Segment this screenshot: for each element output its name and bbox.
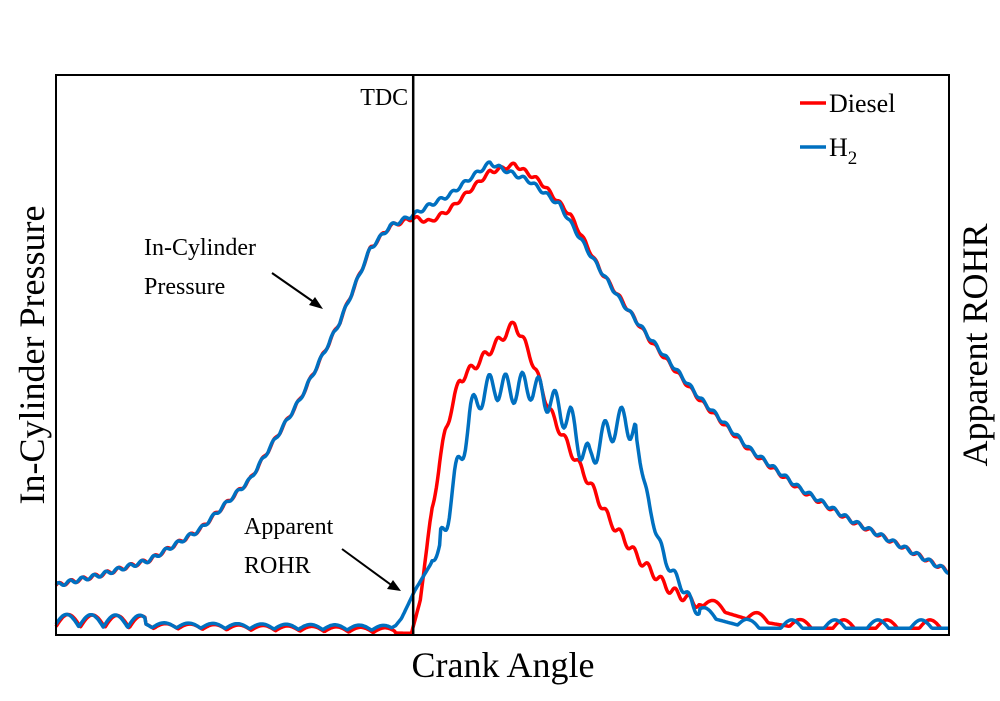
tdc-label: TDC <box>360 85 408 111</box>
x-axis-label: Crank Angle <box>412 645 595 685</box>
pressure-annotation-arrow <box>271 272 323 309</box>
legend-label-diesel: Diesel <box>829 89 895 118</box>
pressure-annotation-line1: In-Cylinder <box>144 235 256 261</box>
series-line-diesel-rohr <box>54 320 950 636</box>
series-layer <box>54 160 950 636</box>
legend-label-h2-base: H <box>829 133 848 162</box>
pressure-annotation-line2: Pressure <box>144 274 225 300</box>
plot-area-frame <box>55 74 950 636</box>
legend-label-h2-subscript: 2 <box>848 148 858 169</box>
legend-label-h2: H2 <box>829 133 857 169</box>
series-line-h2-pressure <box>54 160 950 588</box>
y-axis-label-right: Apparent ROHR <box>955 224 995 467</box>
rohr-annotation-arrow <box>341 548 401 591</box>
series-line-h2-rohr <box>54 370 950 632</box>
rohr-annotation-line1: Apparent <box>244 514 334 540</box>
y-axis-label-left: In-Cylinder Pressure <box>12 206 52 505</box>
rohr-annotation-line2: ROHR <box>244 553 311 579</box>
legend: Diesel H2 <box>800 89 895 169</box>
